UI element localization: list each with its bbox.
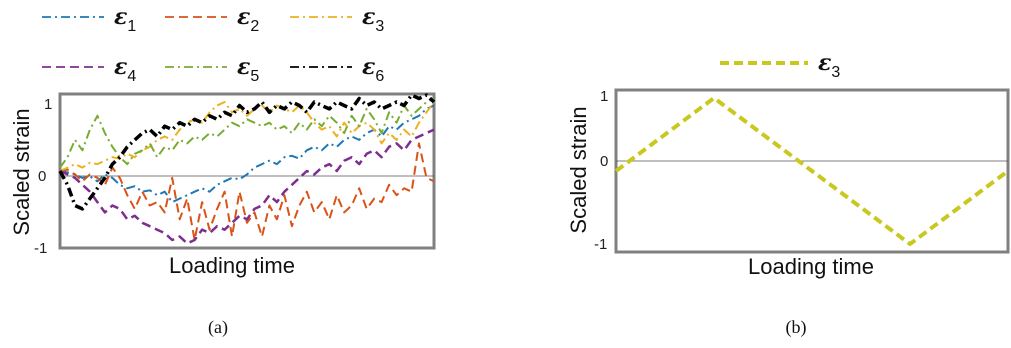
legend-symbol: ε5 [237,54,259,85]
legend-symbol: ε6 [362,54,384,85]
ytick-a-bot: -1 [34,240,47,257]
legend-symbol: ε4 [114,54,136,85]
legend-a: ε1 ε2 ε3 ε4 ε5 ε6 [42,4,384,85]
legend-symbol: ε3 [818,50,840,81]
legend-symbol: ε3 [362,4,384,35]
legend-item-eps4: ε4 [42,54,136,85]
legend-symbol: ε2 [237,4,259,35]
legend-item-eps5: ε5 [165,54,259,85]
axes-a-frame [58,92,436,250]
legend-b: ε3 [720,50,840,81]
ytick-a-mid: 0 [38,168,46,185]
xlabel-b: Loading time [748,254,874,279]
legend-symbol: ε1 [114,4,136,35]
panel-label-a: (a) [208,317,228,338]
legend-item-eps3: ε3 [720,50,840,81]
legend-item-eps1: ε1 [42,4,136,35]
series-line-a-eps2 [59,142,435,241]
legend-subscript: 3 [375,18,384,35]
legend-subscript: 4 [127,68,136,85]
series-line-a-eps5 [59,97,435,169]
series-b [614,96,1010,246]
ylabel-b: Scaled strain [566,106,591,233]
legend-item-eps2: ε2 [165,4,259,35]
series-line-a-eps1 [59,104,435,204]
panel-label-b: (b) [786,317,807,338]
xlabel-a: Loading time [169,253,295,278]
series-a [58,93,436,245]
series-line-a-eps3 [59,101,435,172]
series-line-a-eps4 [59,128,435,245]
ytick-b-top: 1 [600,88,608,105]
ytick-a-top: 1 [44,96,52,113]
series-line-b-eps3 [614,96,1010,246]
ytick-b-bot: -1 [594,236,607,253]
legend-item-eps6: ε6 [290,54,384,85]
ytick-b-mid: 0 [600,153,608,170]
series-line-a-eps6 [58,93,436,211]
legend-subscript: 5 [250,68,259,85]
panel-a: ε1 ε2 ε3 ε4 ε5 ε6 1 0 -1 Scaled strain Loadin… [9,4,436,338]
legend-subscript: 6 [375,68,384,85]
legend-subscript: 3 [831,64,840,81]
legend-subscript: 2 [250,18,259,35]
legend-subscript: 1 [127,18,136,35]
ylabel-a: Scaled strain [9,108,34,235]
panel-b: ε3 1 0 -1 Scaled strain Loading time (b) [566,50,1010,338]
legend-item-eps3: ε3 [290,4,384,35]
